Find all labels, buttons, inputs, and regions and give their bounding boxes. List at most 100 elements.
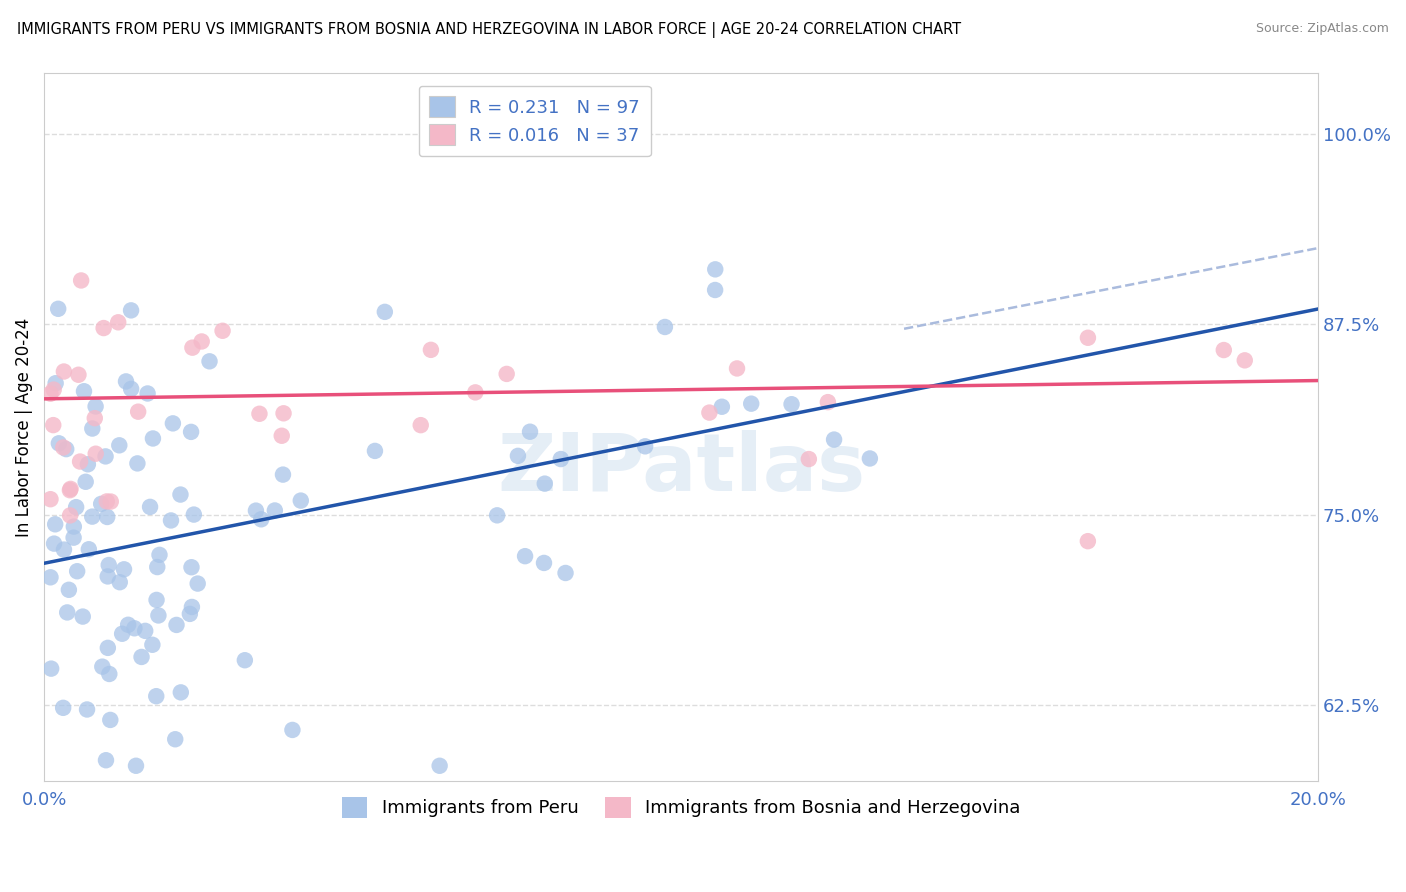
Point [211, 324, 233, 338]
Point [73, 384, 96, 399]
Point [82, 421, 104, 435]
Point [46, 301, 69, 316]
Point [100, 494, 122, 508]
Point [725, 361, 748, 376]
Point [59, 508, 82, 523]
Point [75, 475, 97, 489]
Point [42, 536, 65, 550]
Point [429, 758, 451, 772]
Point [134, 624, 156, 638]
Point [710, 400, 733, 414]
Point [141, 638, 163, 652]
Point [533, 476, 555, 491]
Point [84, 447, 107, 461]
Point [39, 492, 62, 507]
Point [66, 564, 89, 578]
Point [98, 713, 121, 727]
Point [59, 483, 82, 498]
Point [233, 653, 256, 667]
Point [519, 425, 541, 439]
Point [554, 566, 576, 580]
Point [270, 429, 292, 443]
Point [364, 444, 387, 458]
Point [139, 500, 162, 514]
Point [39, 570, 62, 584]
Point [183, 508, 205, 522]
Point [190, 334, 212, 349]
Point [1077, 331, 1099, 345]
Point [58, 582, 80, 597]
Point [634, 439, 657, 453]
Point [409, 418, 432, 433]
Point [97, 558, 120, 572]
Text: ZIPatlas: ZIPatlas [496, 431, 865, 508]
Point [120, 382, 142, 396]
Point [180, 425, 202, 439]
Point [495, 367, 517, 381]
Legend: Immigrants from Peru, Immigrants from Bosnia and Herzegovina: Immigrants from Peru, Immigrants from Bo… [335, 789, 1028, 825]
Point [160, 513, 183, 527]
Point [96, 494, 118, 508]
Point [97, 640, 120, 655]
Point [69, 454, 91, 468]
Point [513, 549, 536, 564]
Point [52, 441, 75, 455]
Point [506, 449, 529, 463]
Point [52, 542, 75, 557]
Point [90, 497, 112, 511]
Point [165, 732, 187, 747]
Point [56, 606, 79, 620]
Point [704, 262, 727, 277]
Point [162, 417, 184, 431]
Point [93, 321, 115, 335]
Point [170, 685, 193, 699]
Point [145, 593, 167, 607]
Point [486, 508, 509, 523]
Point [740, 397, 762, 411]
Point [146, 560, 169, 574]
Point [83, 411, 105, 425]
Point [127, 457, 149, 471]
Text: IMMIGRANTS FROM PERU VS IMMIGRANTS FROM BOSNIA AND HERZEGOVINA IN LABOR FORCE | : IMMIGRANTS FROM PERU VS IMMIGRANTS FROM … [17, 22, 960, 38]
Point [107, 315, 129, 329]
Point [533, 556, 555, 570]
Point [97, 569, 120, 583]
Point [290, 493, 312, 508]
Point [65, 500, 87, 515]
Point [704, 283, 727, 297]
Point [245, 503, 267, 517]
Point [1233, 353, 1256, 368]
Point [136, 386, 159, 401]
Y-axis label: In Labor Force | Age 20-24: In Labor Force | Age 20-24 [15, 318, 32, 537]
Point [148, 548, 170, 562]
Point [181, 341, 204, 355]
Point [699, 406, 721, 420]
Point [550, 452, 572, 467]
Point [63, 519, 86, 533]
Point [117, 617, 139, 632]
Point [250, 512, 273, 526]
Point [374, 305, 396, 319]
Point [797, 452, 820, 467]
Point [76, 702, 98, 716]
Point [111, 626, 134, 640]
Point [1077, 534, 1099, 549]
Point [77, 542, 100, 557]
Point [94, 753, 117, 767]
Point [42, 383, 65, 397]
Point [120, 303, 142, 318]
Point [817, 395, 839, 409]
Point [82, 509, 104, 524]
Point [94, 450, 117, 464]
Point [142, 432, 165, 446]
Point [180, 599, 202, 614]
Point [148, 608, 170, 623]
Point [108, 438, 131, 452]
Point [166, 618, 188, 632]
Point [52, 365, 75, 379]
Point [115, 375, 138, 389]
Point [48, 436, 70, 450]
Point [1212, 343, 1234, 357]
Point [98, 667, 121, 681]
Point [419, 343, 441, 357]
